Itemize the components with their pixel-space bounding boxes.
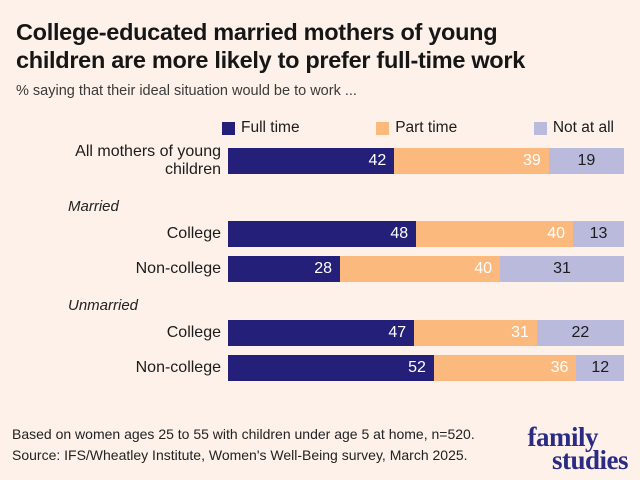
bar-row: All mothers of young children 42 39 19 bbox=[16, 143, 624, 178]
segment-part-time: 40 bbox=[340, 256, 500, 283]
stacked-bar: 28 40 31 bbox=[228, 256, 624, 283]
legend-item-not-at-all: Not at all bbox=[533, 119, 614, 137]
legend-label: Part time bbox=[395, 119, 458, 137]
segment-not-at-all: 31 bbox=[500, 256, 624, 283]
bar-row-label: College bbox=[166, 225, 221, 243]
segment-full-time: 42 bbox=[228, 148, 395, 175]
legend-item-full-time: Full time bbox=[222, 119, 300, 137]
bar-row-label: Non-college bbox=[135, 359, 221, 377]
segment-value: 13 bbox=[589, 225, 608, 243]
bar-row: Non-college 52 36 12 bbox=[16, 355, 624, 382]
footnote-source: Source: IFS/Wheatley Institute, Women's … bbox=[12, 447, 468, 463]
segment-part-time: 36 bbox=[433, 355, 577, 382]
full-time-swatch-icon bbox=[222, 121, 235, 135]
segment-part-time: 39 bbox=[394, 148, 549, 175]
logo-line-1: family bbox=[527, 422, 599, 453]
logo-line-2: studies bbox=[551, 445, 629, 476]
segment-value: 28 bbox=[314, 260, 332, 278]
stacked-bar: 48 40 13 bbox=[228, 221, 624, 248]
footer-note: Based on women ages 25 to 55 with childr… bbox=[12, 424, 475, 466]
segment-full-time: 52 bbox=[228, 355, 434, 382]
segment-value: 22 bbox=[571, 324, 590, 342]
segment-value: 31 bbox=[511, 324, 529, 342]
bar-row: Non-college 28 40 31 bbox=[16, 256, 624, 283]
segment-not-at-all: 22 bbox=[536, 320, 624, 347]
segment-part-time: 31 bbox=[414, 320, 537, 347]
segment-full-time: 28 bbox=[228, 256, 340, 283]
legend: Full time Part time Not at all bbox=[222, 119, 614, 137]
stacked-bar: 52 36 12 bbox=[228, 355, 624, 382]
segment-not-at-all: 19 bbox=[548, 148, 624, 175]
bar-row: College 48 40 13 bbox=[16, 221, 624, 248]
chart-title: College-educated married mothers of youn… bbox=[16, 19, 525, 74]
segment-value: 52 bbox=[408, 359, 426, 377]
footnote-basis: Based on women ages 25 to 55 with childr… bbox=[12, 426, 475, 442]
chart-subtitle: % saying that their ideal situation woul… bbox=[16, 83, 357, 100]
segment-value: 19 bbox=[577, 152, 596, 170]
not-at-all-swatch-icon bbox=[533, 121, 547, 135]
segment-value: 36 bbox=[550, 359, 569, 377]
segment-value: 48 bbox=[390, 225, 409, 243]
segment-value: 40 bbox=[474, 260, 492, 278]
segment-value: 40 bbox=[547, 225, 566, 243]
segment-not-at-all: 13 bbox=[573, 221, 624, 248]
bar-row-label: All mothers of young children bbox=[75, 142, 221, 179]
stacked-bar: 47 31 22 bbox=[228, 320, 624, 347]
segment-value: 31 bbox=[553, 260, 571, 278]
segment-full-time: 47 bbox=[228, 320, 415, 347]
group-label-unmarried: Unmarried bbox=[68, 297, 139, 315]
group-label-married: Married bbox=[68, 198, 119, 216]
bar-row-label: Non-college bbox=[135, 260, 221, 278]
stacked-bar: 42 39 19 bbox=[228, 148, 624, 175]
segment-full-time: 48 bbox=[228, 221, 417, 248]
segment-value: 42 bbox=[368, 152, 387, 170]
bar-row-label: College bbox=[166, 324, 221, 342]
segment-value: 47 bbox=[388, 324, 407, 342]
segment-value: 39 bbox=[522, 152, 541, 170]
bar-row: College 47 31 22 bbox=[16, 320, 624, 347]
segment-value: 12 bbox=[591, 359, 610, 377]
segment-not-at-all: 12 bbox=[576, 355, 624, 382]
legend-label: Full time bbox=[241, 119, 300, 137]
stacked-bar-chart: All mothers of young children 42 39 19 Marri… bbox=[16, 143, 624, 382]
part-time-swatch-icon bbox=[376, 121, 390, 135]
segment-part-time: 40 bbox=[416, 221, 574, 248]
legend-item-part-time: Part time bbox=[376, 119, 457, 137]
legend-label: Not at all bbox=[552, 119, 614, 137]
family-studies-logo: family studies bbox=[527, 422, 629, 476]
